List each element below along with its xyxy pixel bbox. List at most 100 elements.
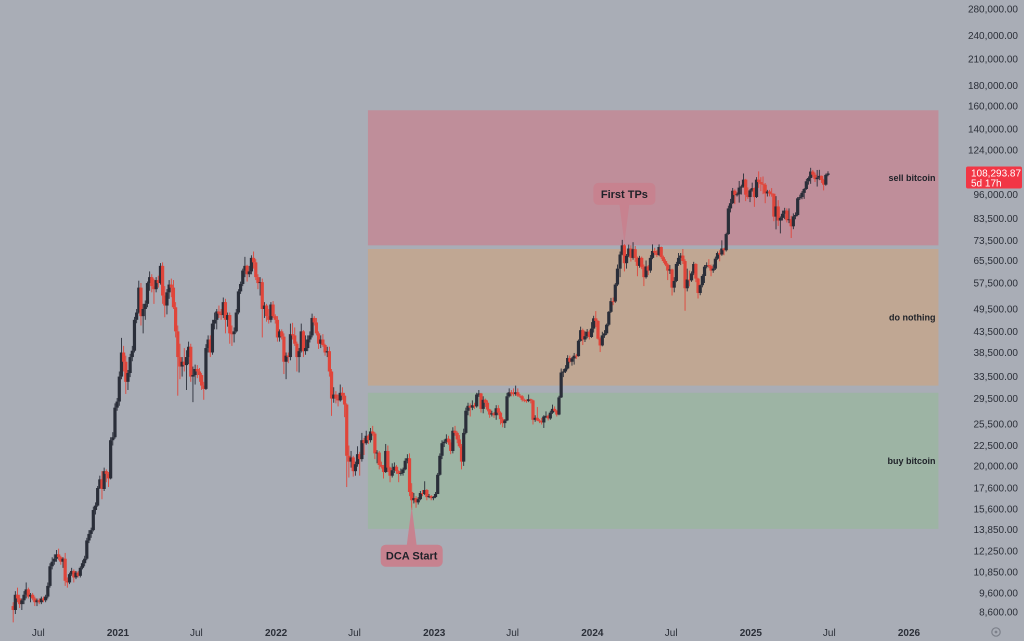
candle: [737, 180, 741, 203]
candle: [574, 353, 578, 359]
candle: [757, 171, 761, 188]
candle: [711, 264, 715, 273]
candle: [505, 392, 509, 422]
annotations-layer: DCA Start First TPs: [380, 182, 656, 567]
gear-icon[interactable]: [991, 627, 1001, 637]
zone-2: [367, 392, 939, 529]
candle: [364, 430, 368, 445]
price-axis[interactable]: 280,000.00 240,000.00 210,000.00 180,000.00…: [968, 5, 1018, 619]
candle: [800, 191, 804, 200]
candle: [290, 322, 295, 340]
candle: [267, 308, 271, 324]
candle: [557, 395, 561, 416]
candle: [785, 208, 789, 223]
candle: [399, 468, 403, 476]
candle: [394, 465, 399, 474]
candle: [498, 411, 503, 425]
candle: [332, 387, 336, 403]
candle: [384, 443, 388, 473]
candle: [200, 373, 204, 391]
bar-countdown: 5d 17h: [971, 178, 1002, 189]
candle: [511, 388, 516, 397]
candle: [481, 396, 485, 414]
candle: [761, 176, 765, 195]
candle: [642, 264, 646, 287]
candle: [76, 570, 80, 578]
candle: [269, 302, 273, 323]
candle: [555, 410, 559, 417]
candle: [524, 399, 529, 403]
candle: [472, 402, 477, 409]
candle: [635, 256, 639, 277]
candle: [379, 461, 383, 469]
candle: [462, 428, 466, 466]
candle: [355, 446, 360, 467]
candle: [89, 527, 93, 538]
candle: [375, 450, 379, 464]
price-tick-label: 240,000.00: [968, 31, 1018, 42]
callout-label: DCA Start: [386, 551, 438, 563]
candle: [158, 263, 163, 285]
candle: [48, 563, 52, 588]
candle: [70, 567, 74, 576]
candle: [744, 178, 748, 202]
candle: [351, 455, 355, 477]
candle: [687, 270, 691, 287]
candle: [221, 297, 225, 318]
candle: [679, 253, 683, 266]
candle: [386, 445, 390, 473]
candle: [349, 450, 353, 468]
candle: [338, 384, 342, 402]
zone-0: [367, 110, 939, 246]
candle: [746, 187, 750, 199]
time-axis[interactable]: Jul 2021 Jul 2022 Jul 2023 Jul 2024 Jul 2025 Jul 20…: [32, 628, 921, 639]
candle: [225, 312, 230, 327]
candle: [600, 331, 604, 347]
candle: [485, 400, 490, 412]
candle: [587, 330, 591, 340]
time-tick-label: 2023: [423, 628, 446, 639]
time-tick-label: 2024: [581, 628, 604, 639]
candle: [692, 261, 696, 276]
candle: [165, 289, 169, 315]
candle: [260, 278, 264, 338]
time-tick-label: Jul: [665, 628, 678, 639]
candle: [655, 250, 659, 258]
candle: [813, 172, 817, 182]
candle: [381, 465, 386, 479]
candle: [490, 410, 494, 417]
candle: [637, 255, 642, 268]
candle: [210, 319, 215, 355]
price-tick-label: 10,850.00: [974, 567, 1019, 578]
price-tick-label: 20,000.00: [974, 461, 1019, 472]
candle: [340, 387, 344, 400]
candle: [271, 301, 275, 318]
candle: [91, 506, 95, 532]
candle: [28, 592, 33, 603]
price-tick-label: 73,500.00: [974, 236, 1019, 247]
candle: [243, 256, 247, 278]
candle: [811, 169, 815, 178]
candle: [763, 182, 767, 204]
candle: [414, 496, 418, 508]
candle: [50, 557, 54, 570]
candle: [319, 335, 323, 349]
candle: [752, 187, 756, 207]
candle: [11, 602, 15, 623]
candle: [152, 278, 156, 304]
candle: [819, 175, 824, 183]
candle: [826, 171, 830, 177]
candle: [264, 303, 269, 322]
candle: [161, 262, 165, 304]
candle: [412, 493, 416, 504]
candle: [72, 569, 76, 583]
candle: [334, 391, 338, 404]
candle: [139, 283, 143, 326]
candle: [106, 472, 111, 488]
candle: [388, 466, 392, 483]
candle: [561, 369, 565, 378]
candle: [44, 594, 48, 603]
candle: [676, 253, 681, 266]
candle: [579, 326, 583, 342]
